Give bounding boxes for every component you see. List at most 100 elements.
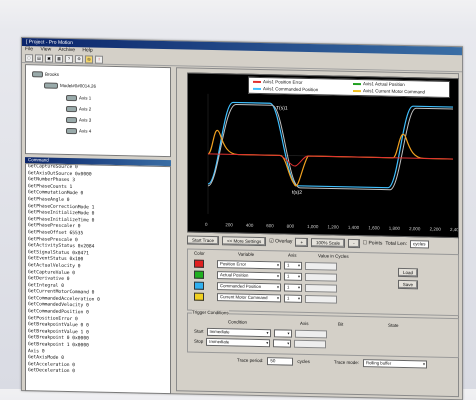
x-tick-label: 600 (266, 223, 274, 228)
variable-row: Actual Position1 (194, 270, 337, 282)
x-tick-label: 2,400 (450, 227, 458, 232)
value-field[interactable] (305, 261, 337, 271)
open-icon[interactable]: ▤ (35, 53, 43, 62)
tree-axis-2[interactable]: Axis 2 (66, 105, 91, 113)
x-tick-label: 1,800 (389, 226, 401, 231)
x-tick-label: 800 (287, 224, 295, 229)
motor-icon (66, 116, 77, 124)
start-trace-button[interactable]: Start Trace (187, 234, 220, 245)
x-tick-label: 1,600 (368, 225, 380, 230)
total-len-input[interactable]: cycles (410, 240, 429, 249)
trace-period-unit: cycles (297, 358, 310, 365)
command-output[interactable]: GetCaptureSource 0 GetAxisOutSource 0x000… (25, 163, 171, 395)
color-swatch[interactable] (194, 270, 204, 279)
x-tick-label: 1,400 (348, 225, 360, 230)
color-swatch[interactable] (194, 281, 204, 290)
tree-axis-1[interactable]: Axis 1 (66, 94, 91, 102)
tree-axis-4[interactable]: Axis 4 (66, 127, 91, 135)
col-trigger-axis: Axis (300, 320, 309, 327)
connect-icon[interactable]: ◎ (85, 54, 93, 64)
menu-archive[interactable]: Archive (58, 46, 76, 54)
trace-period-label: Trace period: (237, 357, 264, 364)
tools-icon[interactable]: ⚙ (75, 54, 83, 63)
tree-root[interactable]: Brooks (32, 71, 59, 78)
variable-select[interactable]: Actual Position (217, 270, 281, 280)
annotation-2: t(s)2 (292, 190, 302, 196)
computer-icon (32, 71, 43, 78)
print-icon[interactable]: ▦ (55, 54, 63, 63)
trace-mode-label: Trace mode: (333, 359, 359, 366)
x-tick-label: 0 (205, 222, 208, 227)
col-color: Color (194, 250, 205, 256)
trace-mode-select[interactable]: Rolling buffer (362, 358, 427, 369)
edit-scale-button[interactable]: 100% Scale (311, 237, 346, 248)
project-tree: Brooks Model#0#0014.26 Axis 1 Axis 2 Axi… (25, 64, 171, 158)
value-field[interactable] (305, 294, 337, 304)
stop-icon[interactable]: ! (95, 55, 103, 64)
trigger-stop-row: Stop Immediate (194, 337, 327, 348)
points-checkbox[interactable]: ☐ Points (362, 240, 383, 247)
color-swatch[interactable] (194, 259, 204, 268)
more-settings-button[interactable]: << More Settings (222, 235, 267, 246)
zoom-out-button[interactable]: - (348, 238, 360, 248)
stop-bit-field[interactable] (294, 339, 327, 348)
trace-motor-command (207, 130, 453, 187)
motor-icon (66, 94, 77, 102)
x-tick-label: 1,200 (328, 224, 340, 229)
zoom-in-button[interactable]: + (295, 237, 309, 247)
value-field[interactable] (305, 272, 337, 282)
value-field[interactable] (305, 283, 337, 293)
col-variable: Variable (238, 251, 255, 257)
trigger-group: Trigger Conditions Condition Axis Bit St… (187, 309, 459, 359)
variable-select[interactable]: Current Motor Command (217, 292, 281, 302)
trace-position-error (208, 153, 453, 167)
col-value: Value in Cycles (318, 253, 349, 259)
overlay-checkbox[interactable]: ☑ Overlay (269, 238, 293, 245)
controller-icon (44, 82, 58, 89)
new-icon[interactable]: □ (25, 53, 33, 62)
axis-select[interactable]: 1 (284, 294, 302, 303)
start-bit-field[interactable] (294, 329, 327, 338)
load-button[interactable]: Load (397, 267, 418, 278)
trace-panel: Axis 1 Position Error Axis 1 Actual Positi… (176, 67, 459, 398)
x-tick-label: 2,000 (409, 226, 421, 231)
help-icon[interactable]: ? (65, 54, 73, 63)
save-icon[interactable]: ▣ (45, 54, 53, 63)
stop-condition-select[interactable]: Immediate (206, 337, 271, 347)
tree-model[interactable]: Model#0#0014.26 (44, 82, 96, 89)
motor-icon (66, 127, 77, 135)
variables-group: Color Variable Axis Value in Cycles Posi… (187, 248, 459, 317)
motor-icon (66, 105, 77, 113)
variable-select[interactable]: Commanded Position (217, 281, 281, 291)
variable-select[interactable]: Position Error (217, 259, 281, 269)
total-len-label: Total Len: (385, 240, 408, 248)
save-button[interactable]: Save (397, 279, 418, 290)
axis-select[interactable]: 1 (284, 261, 302, 270)
col-axis: Axis (288, 252, 297, 258)
start-axis-select[interactable] (273, 328, 292, 338)
axis-select[interactable]: 1 (284, 283, 302, 292)
trace-commanded-position (207, 101, 453, 189)
trace-plot: T(s)1 t(s)2 0 200 400 600 800 1,000 1,200 1,400… (205, 93, 458, 232)
annotation-1: T(s)1 (276, 105, 288, 111)
stop-axis-select[interactable] (273, 338, 292, 348)
col-bit: Bit (338, 321, 344, 327)
x-tick-label: 400 (246, 223, 254, 228)
variable-row: Current Motor Command1 (194, 292, 337, 304)
trigger-title: Trigger Conditions (192, 309, 229, 316)
left-panel: Brooks Model#0#0014.26 Axis 1 Axis 2 Axi… (25, 64, 171, 395)
trace-actual-position (207, 104, 453, 191)
trace-chart: Axis1 Position Error Axis1 Actual Positi… (187, 72, 459, 239)
menu-help[interactable]: Help (82, 47, 93, 54)
menu-view[interactable]: View (40, 46, 52, 53)
color-swatch[interactable] (194, 292, 204, 301)
x-tick-label: 2,200 (430, 227, 442, 232)
x-tick-label: 1,000 (307, 224, 319, 229)
start-condition-select[interactable]: Immediate (206, 327, 271, 337)
trace-period-input[interactable]: 50 (267, 356, 294, 366)
variable-row: Position Error1 (194, 259, 337, 271)
axis-select[interactable]: 1 (284, 272, 302, 281)
trigger-start-row: Start Immediate (194, 327, 327, 338)
tree-axis-3[interactable]: Axis 3 (66, 116, 91, 124)
menu-file[interactable]: File (25, 46, 34, 53)
